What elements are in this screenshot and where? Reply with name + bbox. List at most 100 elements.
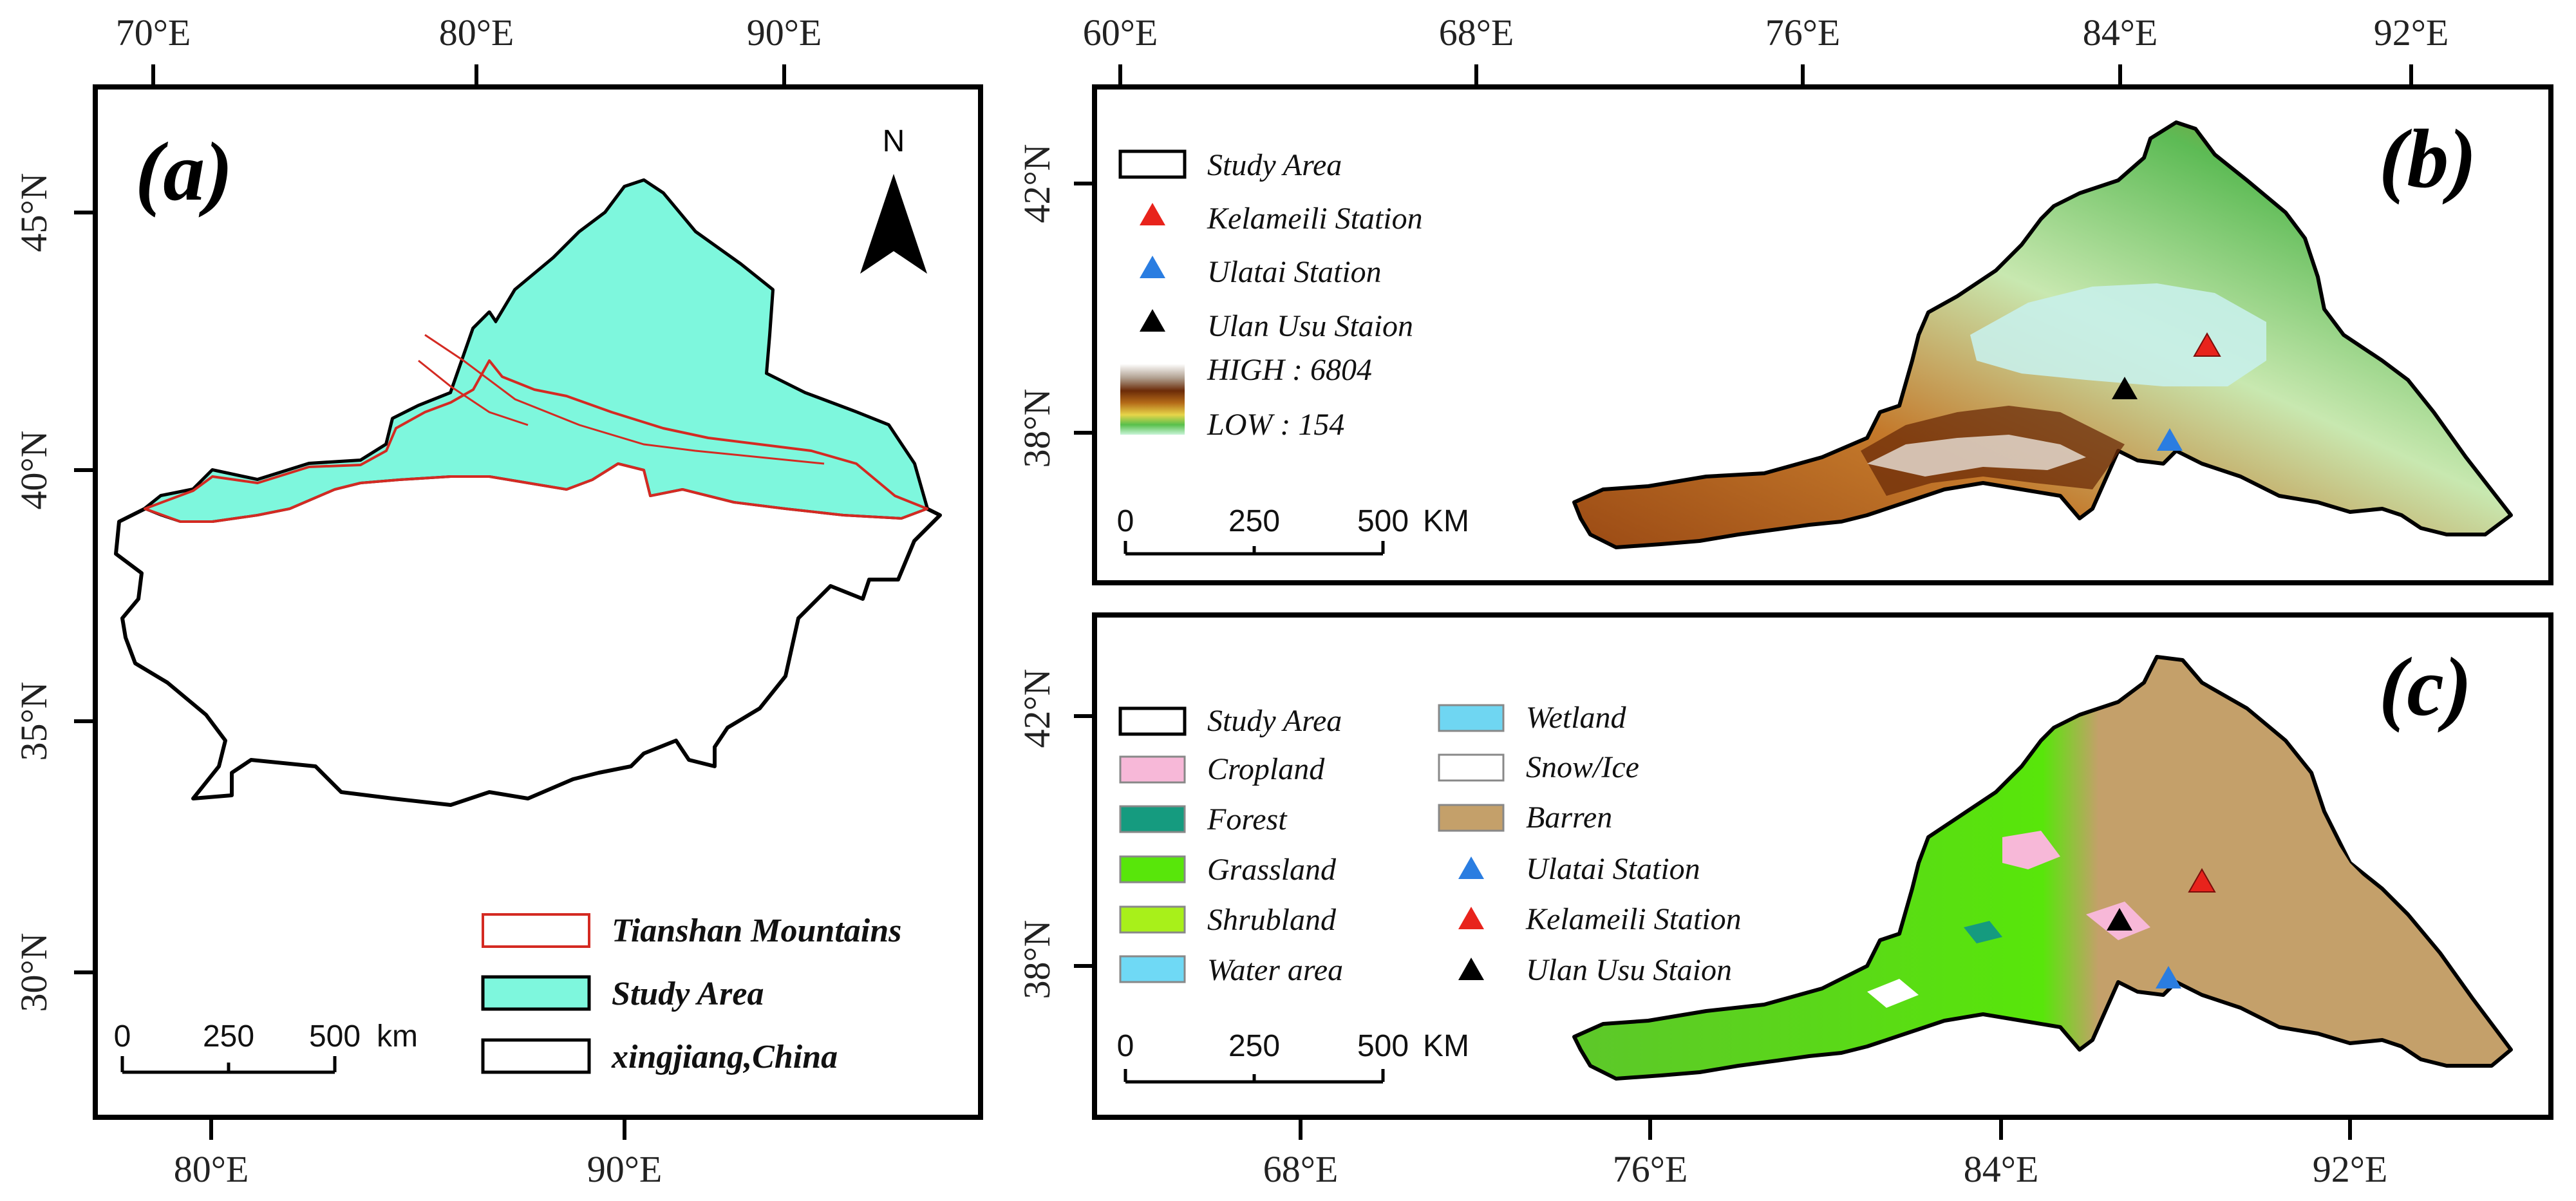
legend-label-wetland: Wetland xyxy=(1526,701,1627,735)
panel-b-scale-zero: 0 xyxy=(1117,504,1134,538)
legend-swatch-cropland xyxy=(1119,755,1186,784)
landcover-snow-patch xyxy=(1867,979,1919,1008)
legend-label-snow: Snow/Ice xyxy=(1526,750,1639,784)
tianshan-inner-line xyxy=(424,334,825,465)
ulan-usu-station-marker xyxy=(2107,908,2132,931)
panel-c-scale-max: 500 xyxy=(1357,1029,1409,1063)
legend-label-forest: Forest xyxy=(1207,802,1288,837)
panel-c-scale-unit: KM xyxy=(1423,1029,1469,1063)
legend-label-grassland: Grassland xyxy=(1207,853,1337,887)
legend-swatch-xinjiang xyxy=(481,1038,591,1074)
panel-a-left-tick: 35°N xyxy=(13,681,55,761)
panel-c-left-tick: 38°N xyxy=(1016,920,1058,999)
legend-swatch-study-area xyxy=(481,975,591,1011)
panel-a-bottom-tick: 90°E xyxy=(587,1148,663,1190)
panel-b-top-tick: 92°E xyxy=(2374,12,2449,53)
panel-a-top-tick: 80°E xyxy=(439,12,514,53)
legend-label-ulatai: Ulatai Station xyxy=(1207,255,1382,289)
legend-black-triangle-icon xyxy=(1140,309,1165,332)
north-label: N xyxy=(883,124,905,158)
panel-b-scale-bar xyxy=(1123,541,1385,556)
panel-a-top-tick: 90°E xyxy=(747,12,822,53)
panel-c-bottom-tick: 68°E xyxy=(1263,1148,1339,1190)
panel-c-scale-zero: 0 xyxy=(1117,1029,1134,1063)
panel-b: 60°E 68°E 76°E 84°E 92°E 42°N 38°N (b) S… xyxy=(1016,12,2553,585)
legend-label-water: Water area xyxy=(1207,953,1343,987)
panel-c-bottom-tick: 92°E xyxy=(2313,1148,2388,1190)
kelameili-station-marker xyxy=(2193,332,2221,357)
panel-b-scale-mid: 250 xyxy=(1228,504,1280,538)
panel-c-frame xyxy=(1092,612,2553,1120)
legend-swatch-study-area xyxy=(1118,149,1187,179)
panel-a-frame xyxy=(93,84,983,1120)
panel-b-letter: (b) xyxy=(2379,113,2477,205)
legend-blue-triangle-icon xyxy=(1458,856,1484,879)
legend-red-triangle-icon xyxy=(1458,907,1484,929)
elevation-ramp xyxy=(1120,364,1185,435)
panel-b-top-tick: 60°E xyxy=(1083,12,1158,53)
panel-a-top-tick: 70°E xyxy=(116,12,191,53)
study-area-fill xyxy=(144,179,928,523)
terrain-snow xyxy=(1867,435,2086,477)
panel-c-left-tick: 42°N xyxy=(1016,668,1058,748)
panel-c-bottom-tick: 76°E xyxy=(1613,1148,1688,1190)
legend-label-tianshan: Tianshan Mountains xyxy=(612,913,901,949)
legend-swatch-grassland xyxy=(1119,855,1186,884)
panel-a-bottom-tick: 80°E xyxy=(174,1148,249,1190)
legend-swatch-water xyxy=(1119,955,1186,983)
legend-label-ulan-usu: Ulan Usu Staion xyxy=(1526,953,1732,987)
panel-b-top-tick: 76°E xyxy=(1765,12,1841,53)
panel-a-left-tick: 40°N xyxy=(13,430,55,509)
legend-label-xinjiang: xingjiang,China xyxy=(611,1039,838,1075)
panel-b-scale-max: 500 xyxy=(1357,504,1409,538)
legend-red-triangle-icon xyxy=(1140,203,1165,225)
legend-swatch-tianshan xyxy=(482,913,590,948)
legend-swatch-snow xyxy=(1438,753,1505,782)
panel-b-frame xyxy=(1092,84,2553,585)
legend-label-kelameili: Kelameili Station xyxy=(1525,902,1742,936)
panel-b-left-tick: 42°N xyxy=(1016,144,1058,223)
panel-c-letter: (c) xyxy=(2379,641,2472,733)
panel-b-top-tick: 84°E xyxy=(2083,12,2158,53)
legend-swatch-shrubland xyxy=(1119,905,1186,934)
landcover-cropland-patch xyxy=(2002,831,2060,869)
legend-label-study-area: Study Area xyxy=(1207,148,1342,182)
panel-a-left-tick: 45°N xyxy=(13,173,55,252)
panel-a-scale-unit: km xyxy=(377,1019,418,1054)
panel-b-left-tick: 38°N xyxy=(1016,388,1058,468)
legend-swatch-study-area xyxy=(1118,706,1187,736)
legend-label-kelameili: Kelameili Station xyxy=(1207,202,1423,236)
panel-a-scale-bar xyxy=(120,1056,337,1074)
legend-swatch-wetland xyxy=(1438,704,1505,732)
elevation-low-label: LOW : 154 xyxy=(1207,408,1344,442)
panel-a: 70°E 80°E 90°E 80°E 90°E 45°N 40°N 35°N … xyxy=(13,12,983,1190)
kelameili-station-marker xyxy=(2188,867,2216,893)
terrain-basin xyxy=(1970,283,2266,386)
legend-blue-triangle-icon xyxy=(1140,256,1165,278)
tianshan-mountains-outline xyxy=(144,359,928,523)
legend-black-triangle-icon xyxy=(1458,958,1484,980)
legend-label-barren: Barren xyxy=(1526,800,1612,835)
panel-a-left-tick: 30°N xyxy=(13,932,55,1012)
legend-label-shrubland: Shrubland xyxy=(1207,903,1337,937)
panel-a-scale-mid: 250 xyxy=(203,1019,254,1054)
legend-label-cropland: Cropland xyxy=(1207,752,1325,786)
tianshan-inner-line xyxy=(418,359,529,426)
panel-c-bottom-tick: 84°E xyxy=(1964,1148,2039,1190)
panel-a-scale-zero: 0 xyxy=(114,1019,131,1054)
ulan-usu-station-marker xyxy=(2112,377,2138,399)
legend-label-ulan-usu: Ulan Usu Staion xyxy=(1207,309,1413,343)
panel-a-letter: (a) xyxy=(135,126,233,218)
panel-c-scale-bar xyxy=(1123,1069,1385,1084)
elevation-high-label: HIGH : 6804 xyxy=(1207,353,1372,387)
legend-label-study-area: Study Area xyxy=(612,976,764,1012)
ulatai-station-marker xyxy=(2157,428,2183,451)
legend-label-study-area: Study Area xyxy=(1207,704,1342,738)
panel-a-scale-max: 500 xyxy=(309,1019,361,1054)
panel-b-top-tick: 68°E xyxy=(1439,12,1514,53)
legend-label-ulatai: Ulatai Station xyxy=(1526,852,1700,886)
landcover-barren-region xyxy=(2125,695,2485,1056)
legend-swatch-forest xyxy=(1119,805,1186,833)
landcover-forest-patch xyxy=(1964,921,2002,943)
